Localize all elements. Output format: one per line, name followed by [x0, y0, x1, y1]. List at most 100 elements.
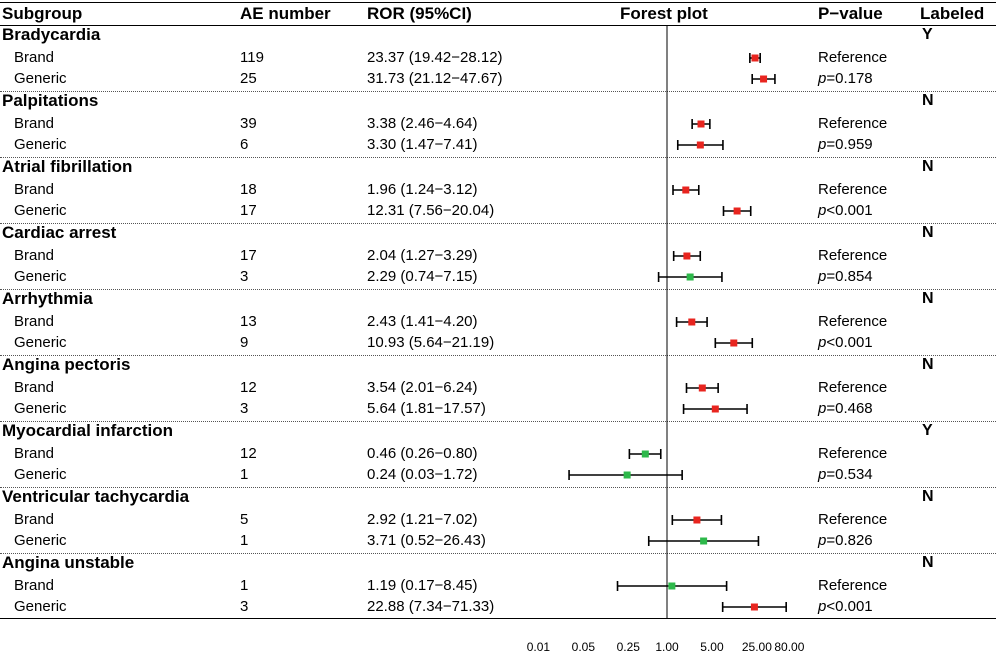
bottom-rule — [0, 618, 996, 619]
group-name: Cardiac arrest — [2, 223, 117, 242]
labeled-flag: N — [922, 92, 934, 109]
ae-number: 25 — [240, 70, 257, 87]
p-value: Reference — [818, 116, 887, 131]
p-value: Reference — [818, 578, 887, 593]
row-type: Generic — [14, 202, 67, 219]
ror-point — [700, 537, 708, 545]
ror-point — [698, 384, 706, 392]
ror-point — [750, 603, 758, 611]
ae-number: 12 — [240, 379, 257, 396]
ror-ci: 2.43 (1.41−4.20) — [367, 313, 478, 330]
ae-number: 3 — [240, 400, 249, 417]
p-value-text: <0.001 — [826, 334, 873, 351]
p-value-text: Reference — [818, 115, 888, 132]
labeled-flag: Y — [922, 26, 933, 43]
row-type: Generic — [14, 334, 67, 351]
p-symbol: p — [818, 70, 827, 87]
ror-ci: 31.73 (21.12−47.67) — [367, 70, 503, 87]
x-tick-label: 0.05 — [572, 640, 596, 653]
header-subgroup: Subgroup — [2, 4, 83, 23]
row-type: Generic — [14, 466, 67, 483]
group-separator — [0, 289, 996, 290]
ae-number: 119 — [240, 49, 264, 66]
p-value: Reference — [818, 446, 887, 461]
row-type: Generic — [14, 136, 67, 153]
p-value: Reference — [818, 248, 887, 263]
group-separator — [0, 487, 996, 488]
group-name: Palpitations — [2, 91, 99, 110]
header-ror: ROR (95%CI) — [367, 4, 472, 23]
group-name: Myocardial infarction — [2, 421, 173, 440]
p-value-text: Reference — [818, 445, 888, 462]
ror-point — [733, 207, 741, 215]
group-separator — [0, 553, 996, 554]
row-type: Generic — [14, 598, 67, 615]
p-value: p<0.001 — [818, 335, 873, 350]
p-symbol: p — [818, 202, 827, 219]
row-type: Brand — [14, 577, 55, 594]
p-value-text: Reference — [818, 181, 888, 198]
group-separator — [0, 91, 996, 92]
ae-number: 18 — [240, 181, 257, 198]
row-type: Brand — [14, 313, 55, 330]
p-symbol: p — [818, 598, 827, 615]
ror-ci: 5.64 (1.81−17.57) — [367, 400, 486, 417]
ae-number: 17 — [240, 247, 257, 264]
labeled-flag: N — [922, 224, 934, 241]
p-value-text: Reference — [818, 49, 888, 66]
ae-number: 39 — [240, 115, 257, 132]
ror-point — [697, 120, 705, 128]
ror-point — [686, 273, 694, 281]
row-type: Brand — [14, 247, 55, 264]
labeled-flag: N — [922, 356, 934, 373]
p-value: Reference — [818, 512, 887, 527]
row-type: Brand — [14, 115, 55, 132]
header-rule — [0, 25, 996, 26]
p-value: p=0.468 — [818, 401, 873, 416]
ror-ci: 2.29 (0.74−7.15) — [367, 268, 478, 285]
p-value-text: <0.001 — [826, 598, 873, 615]
p-value-text: Reference — [818, 379, 888, 396]
p-value: Reference — [818, 182, 887, 197]
row-type: Brand — [14, 445, 55, 462]
ror-point — [683, 252, 691, 260]
p-value-text: Reference — [818, 577, 888, 594]
x-tick-label: 0.01 — [527, 640, 551, 653]
ae-number: 9 — [240, 334, 249, 351]
ror-ci: 2.92 (1.21−7.02) — [367, 511, 478, 528]
x-tick-label: 5.00 — [700, 640, 724, 653]
row-type: Generic — [14, 400, 67, 417]
p-value-text: =0.534 — [826, 466, 873, 483]
x-tick-label: 80.00 — [774, 640, 804, 653]
ror-point — [682, 186, 690, 194]
ror-ci: 3.38 (2.46−4.64) — [367, 115, 478, 132]
p-value-text: Reference — [818, 511, 888, 528]
p-value-text: =0.178 — [826, 70, 873, 87]
labeled-flag: N — [922, 158, 934, 175]
p-value: p<0.001 — [818, 599, 873, 614]
p-symbol: p — [818, 400, 827, 417]
group-name: Arrhythmia — [2, 289, 93, 308]
p-symbol: p — [818, 334, 827, 351]
p-value: Reference — [818, 380, 887, 395]
row-type: Brand — [14, 49, 55, 66]
p-value-text: <0.001 — [826, 202, 873, 219]
ae-number: 6 — [240, 136, 249, 153]
p-symbol: p — [818, 136, 827, 153]
row-type: Generic — [14, 268, 67, 285]
group-name: Angina unstable — [2, 553, 135, 572]
group-separator — [0, 355, 996, 356]
ae-number: 3 — [240, 268, 249, 285]
group-name: Atrial fibrillation — [2, 157, 133, 176]
labeled-flag: N — [922, 488, 934, 505]
ror-ci: 12.31 (7.56−20.04) — [367, 202, 495, 219]
ror-ci: 0.46 (0.26−0.80) — [367, 445, 478, 462]
p-value-text: =0.854 — [826, 268, 873, 285]
p-value: Reference — [818, 50, 887, 65]
group-name: Angina pectoris — [2, 355, 131, 374]
ror-ci: 2.04 (1.27−3.29) — [367, 247, 478, 264]
p-value: p=0.854 — [818, 269, 873, 284]
ror-ci: 1.19 (0.17−8.45) — [367, 577, 478, 594]
